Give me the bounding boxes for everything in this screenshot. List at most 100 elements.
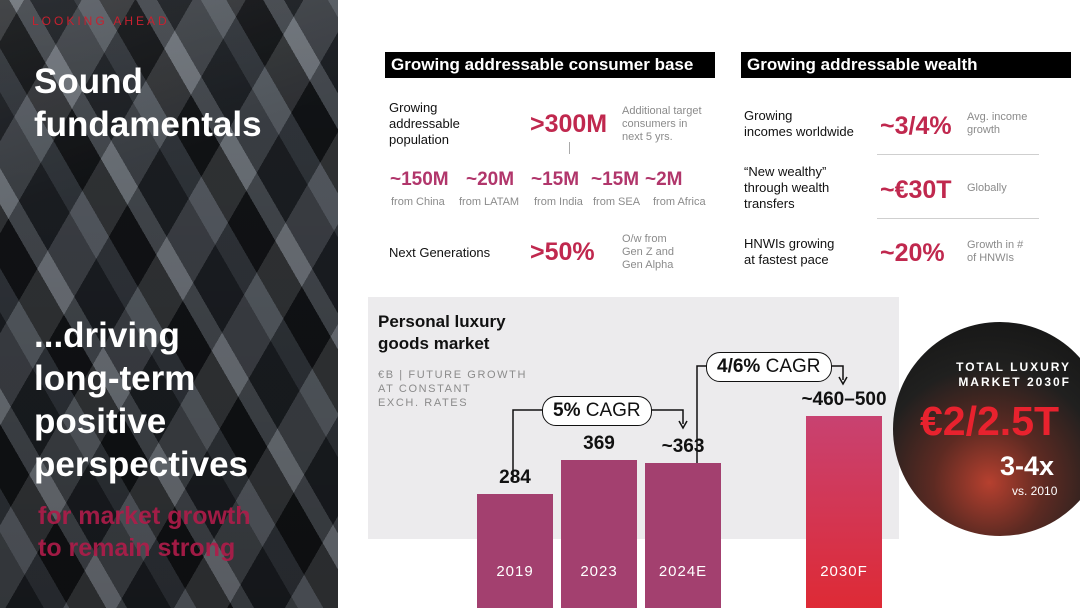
bar-value-label: ~363 bbox=[661, 436, 705, 457]
bar-2030f bbox=[806, 416, 882, 608]
label-line: transfers bbox=[744, 196, 795, 211]
wealth-value-incomes: ~3/4% bbox=[880, 112, 952, 140]
region-label-india: from India bbox=[534, 196, 583, 208]
generations-label: Next Generations bbox=[389, 245, 491, 260]
page-title: Sound fundamentals bbox=[34, 60, 262, 146]
note-line: Avg. income bbox=[967, 111, 1028, 123]
wealth-label-transfers: “New wealthy” through wealth transfers bbox=[744, 164, 829, 212]
cagr-pct: 4/6% bbox=[717, 356, 761, 377]
cagr2-arrowhead bbox=[838, 376, 848, 386]
wealth-note-incomes: Avg. income growth bbox=[967, 111, 1027, 137]
bar-category-label: 2024E bbox=[658, 563, 708, 580]
total-market-circle bbox=[893, 322, 1080, 536]
label-line: HNWIs growing bbox=[744, 236, 835, 251]
wealth-header: Growing addressable wealth bbox=[741, 52, 1071, 78]
bar-2024e bbox=[645, 463, 721, 608]
growth-subheading: for market growth to remain strong bbox=[38, 500, 251, 564]
cagr1-connector-right bbox=[645, 409, 684, 424]
region-value-india: ~15M bbox=[531, 169, 580, 190]
population-note: Additional target consumers in next 5 yr… bbox=[622, 105, 702, 144]
bar-category-label: 2030F bbox=[820, 563, 868, 580]
label-line: incomes worldwide bbox=[744, 124, 854, 139]
bar-value-label: 284 bbox=[499, 467, 531, 488]
total-label-line: MARKET 2030F bbox=[958, 375, 1071, 389]
driving-line: perspectives bbox=[34, 445, 249, 484]
bar-category-label: 2019 bbox=[496, 563, 534, 580]
region-value-china: ~150M bbox=[390, 169, 449, 190]
total-market-value: €2/2.5T bbox=[920, 398, 1060, 444]
sub-line: for market growth bbox=[38, 502, 251, 530]
architecture-photo bbox=[0, 0, 338, 608]
subtitle-line: EXCH. RATES bbox=[378, 397, 469, 409]
note-line: of HNWIs bbox=[967, 252, 1015, 264]
driving-line: long-term bbox=[34, 359, 196, 398]
note-line: Growth in # bbox=[967, 239, 1024, 251]
hero-image-panel bbox=[0, 0, 338, 608]
title-line: Sound bbox=[34, 62, 143, 101]
cagr-word: CAGR bbox=[585, 400, 641, 421]
region-label-latam: from LATAM bbox=[459, 196, 520, 208]
cagr-word: CAGR bbox=[765, 356, 821, 377]
wealth-label-hnwi: HNWIs growing at fastest pace bbox=[744, 236, 834, 268]
wealth-value-hnwi: ~20% bbox=[880, 239, 945, 267]
chart-title-line: Personal luxury bbox=[378, 312, 506, 331]
wealth-value-transfers: ~€30T bbox=[880, 176, 952, 204]
wealth-note-hnwi: Growth in # of HNWIs bbox=[967, 239, 1023, 265]
subtitle-line: €B | FUTURE GROWTH bbox=[378, 369, 527, 381]
total-label-line: TOTAL LUXURY bbox=[956, 360, 1071, 374]
cagr-pct: 5% bbox=[553, 400, 581, 421]
consumer-base-header: Growing addressable consumer base bbox=[385, 52, 715, 78]
note-line: O/w from bbox=[622, 233, 667, 245]
connector-line bbox=[569, 142, 570, 154]
cagr1-arrowhead bbox=[678, 420, 688, 430]
total-market-label: TOTAL LUXURY MARKET 2030F bbox=[940, 360, 1071, 390]
note-line: Gen Alpha bbox=[622, 259, 674, 271]
bar-2023 bbox=[561, 460, 637, 608]
label-line: addressable bbox=[389, 116, 460, 131]
cagr-label-2024-2030: 4/6% CAGR bbox=[706, 352, 832, 382]
note-line: consumers in bbox=[622, 118, 688, 130]
region-label-africa: from Africa bbox=[653, 196, 706, 208]
driving-line: positive bbox=[34, 402, 167, 441]
generations-value: >50% bbox=[530, 238, 595, 266]
note-line: Additional target bbox=[622, 105, 702, 117]
cagr2-connector-left bbox=[696, 365, 710, 475]
chart-title: Personal luxury goods market bbox=[378, 311, 506, 355]
note-line: growth bbox=[967, 124, 1001, 136]
generations-note: O/w from Gen Z and Gen Alpha bbox=[622, 233, 674, 272]
label-line: through wealth bbox=[744, 180, 830, 195]
total-market-vs: vs. 2010 bbox=[1012, 484, 1058, 498]
subtitle-line: AT CONSTANT bbox=[378, 383, 472, 395]
population-label: Growing addressable population bbox=[389, 100, 460, 148]
wealth-note-transfers: Globally bbox=[967, 182, 1007, 194]
region-value-sea: ~15M bbox=[591, 169, 640, 190]
region-value-africa: ~2M bbox=[645, 169, 683, 190]
region-value-latam: ~20M bbox=[466, 169, 515, 190]
label-line: population bbox=[389, 132, 449, 147]
driving-heading: ...driving long-term positive perspectiv… bbox=[34, 314, 248, 486]
divider bbox=[877, 218, 1039, 219]
population-value: >300M bbox=[530, 110, 608, 138]
wealth-label-incomes: Growing incomes worldwide bbox=[744, 108, 854, 140]
driving-line: ...driving bbox=[34, 316, 180, 355]
cagr2-connector-right bbox=[832, 365, 844, 380]
label-line: Growing bbox=[389, 100, 438, 115]
bar-2019 bbox=[477, 494, 553, 608]
title-line: fundamentals bbox=[34, 105, 262, 144]
label-line: at fastest pace bbox=[744, 252, 829, 267]
label-line: Growing bbox=[744, 108, 793, 123]
cagr-label-2019-2024: 5% CAGR bbox=[542, 396, 652, 426]
bar-value-label: ~460–500 bbox=[801, 389, 887, 410]
region-label-sea: from SEA bbox=[593, 196, 641, 208]
cagr1-connector-left bbox=[512, 409, 555, 480]
region-label-china: from China bbox=[391, 196, 445, 208]
note-line: Gen Z and bbox=[622, 246, 674, 258]
eyebrow-label: LOOKING AHEAD bbox=[32, 14, 170, 28]
total-market-multiple: 3-4x bbox=[1000, 451, 1055, 481]
label-line: “New wealthy” bbox=[744, 164, 827, 179]
chart-title-line: goods market bbox=[378, 334, 490, 353]
sub-line: to remain strong bbox=[38, 534, 236, 562]
bar-value-label: 369 bbox=[583, 433, 615, 454]
divider bbox=[877, 154, 1039, 155]
